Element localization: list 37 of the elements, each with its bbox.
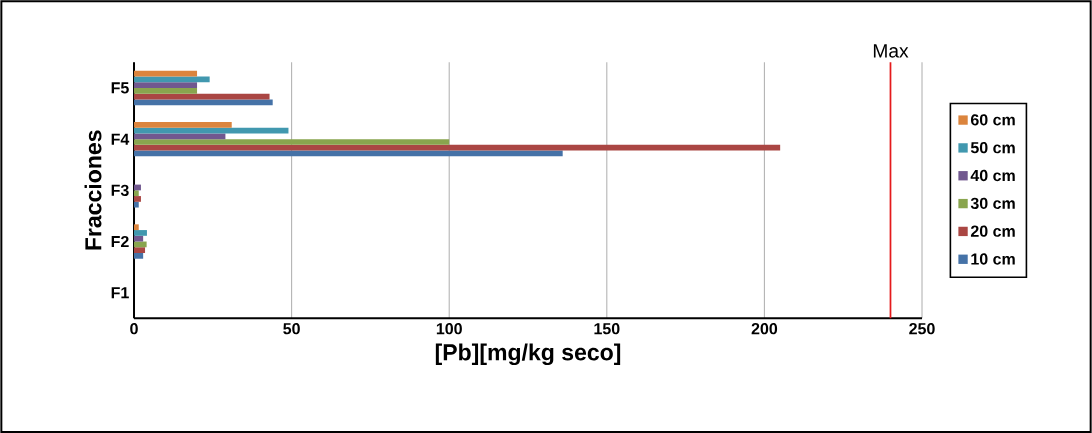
y-tick-label: F4 <box>111 133 130 145</box>
x-tick-label: 250 <box>909 322 935 335</box>
x-tick-label: 200 <box>751 322 778 335</box>
y-tick-label: F5 <box>111 82 129 94</box>
y-tick-label: F1 <box>111 287 129 299</box>
legend-label: 10 cm <box>971 253 1015 265</box>
bar <box>134 133 226 139</box>
legend-label: 50 cm <box>970 141 1015 154</box>
bar <box>134 201 139 208</box>
legend-label: 60 cm <box>970 114 1015 126</box>
y-tick-label: F2 <box>111 235 129 247</box>
bar <box>134 190 139 196</box>
bar <box>134 224 139 230</box>
y-tick-label: F3 <box>111 184 129 196</box>
bar <box>134 82 198 88</box>
bar <box>134 229 147 236</box>
legend-label: 30 cm <box>970 197 1015 209</box>
bar <box>134 252 144 259</box>
bar <box>134 195 141 202</box>
bar <box>134 87 198 94</box>
bar <box>134 247 146 253</box>
x-tick-label: 150 <box>594 322 620 335</box>
x-tick-label: 50 <box>283 322 300 335</box>
y-axis-title: Fracciones <box>84 130 102 250</box>
bar <box>134 99 273 105</box>
x-axis-title: [Pb][mg/kg seco] <box>435 343 621 365</box>
x-tick-label: 100 <box>436 322 462 335</box>
bar <box>134 241 147 248</box>
ref-line-label: Max <box>873 44 909 58</box>
bar <box>134 76 210 83</box>
bar <box>134 144 781 151</box>
bar <box>134 121 232 128</box>
bar <box>134 235 144 242</box>
bar <box>134 138 450 145</box>
legend-label: 20 cm <box>970 225 1015 237</box>
legend-label: 40 cm <box>970 169 1015 181</box>
x-tick-label: 0 <box>130 322 138 335</box>
